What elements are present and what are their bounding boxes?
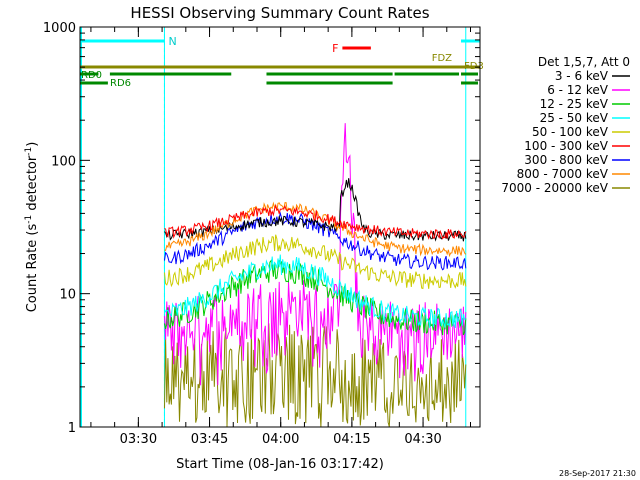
chart-title: HESSI Observing Summary Count Rates [130,4,429,22]
fdz-flag-label: FDZ [432,53,452,64]
x-tick-label-4: 04:30 [404,432,441,447]
y-tick-label-0: 1 [68,421,76,436]
legend-label-4: 50 - 100 keV [532,125,609,139]
series-line-4 [164,234,467,290]
flag-bars: N F FDZ FD3 RD0 RD6 [80,27,484,427]
y-axis-label-mid: detector [25,155,40,215]
x-tick-label-0: 03:30 [120,432,157,447]
legend-label-1: 6 - 12 keV [547,83,609,97]
legend-label-8: 7000 - 20000 keV [501,181,608,195]
axes: 1 10 100 1000 03:30 03:45 04:00 04:15 04:30 [43,21,480,447]
legend-title: Det 1,5,7, Att 0 [538,55,630,69]
y-tick-label-2: 100 [51,154,76,169]
flare-flag-label: F [332,42,338,55]
series-line-1 [164,123,467,386]
legend-label-6: 300 - 800 keV [524,153,608,167]
rd0-flag-label: RD0 [81,70,102,81]
series-line-6 [164,211,467,271]
y-axis-label-end: ) [25,142,40,147]
plot-frame [79,26,481,428]
y-axis-label: Count Rate (s-1 detector-1) [24,142,40,313]
x-tick-label-2: 04:00 [262,432,299,447]
rd6-flag-label: RD6 [110,78,131,89]
x-axis-label: Start Time (08-Jan-16 03:17:42) [176,457,384,472]
fdz2-flag-label: FD3 [464,61,484,72]
series-line-8 [164,323,467,427]
legend-label-2: 12 - 25 keV [540,97,609,111]
y-axis-label-sup2: -1 [24,147,34,156]
series-line-5 [164,204,467,240]
series-line-2 [164,259,467,336]
legend-label-3: 25 - 50 keV [540,111,609,125]
legend-label-0: 3 - 6 keV [555,69,609,83]
y-tick-label-1: 10 [59,288,76,303]
series-line-3 [164,254,466,329]
x-tick-label-3: 04:15 [333,432,370,447]
y-axis-label-sup1: -1 [24,215,34,224]
legend-label-7: 800 - 7000 keV [517,167,609,181]
x-tick-label-1: 03:45 [191,432,228,447]
render-timestamp: 28-Sep-2017 21:30 [559,469,636,478]
series-layer [164,123,467,427]
y-axis-label-main: Count Rate (s [25,224,40,313]
night-flag-label: N [168,35,176,48]
legend-label-5: 100 - 300 keV [524,139,608,153]
y-tick-label-3: 1000 [43,21,76,36]
